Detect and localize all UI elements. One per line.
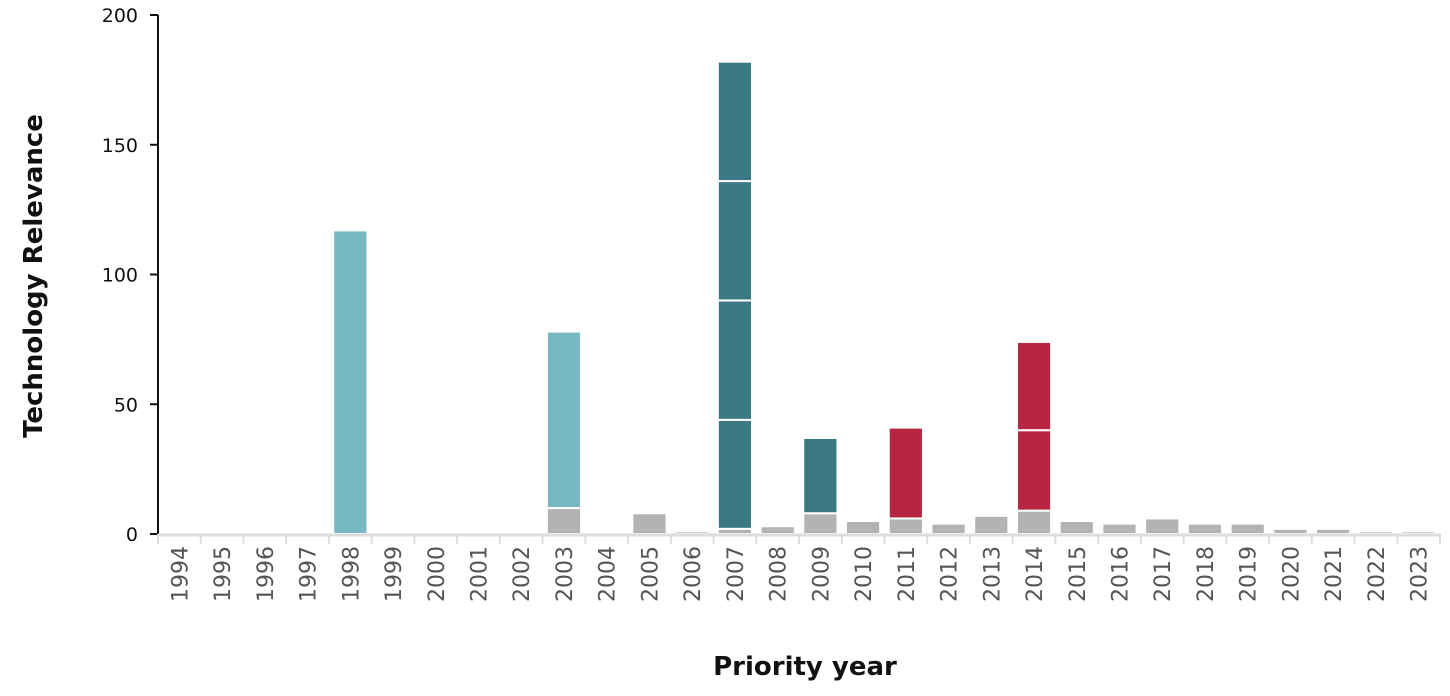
- bar-2019-segment-0: [1229, 522, 1266, 535]
- x-tick-label-1999: 1999: [382, 546, 407, 602]
- x-tick-label-2011: 2011: [895, 546, 920, 602]
- bar-2003-segment-1: [545, 330, 583, 510]
- bar-1998-segment-0: [332, 229, 369, 535]
- bar-2007-segment-4: [716, 60, 753, 183]
- x-tick-label-2007: 2007: [724, 546, 749, 602]
- bar-2013-segment-0: [973, 514, 1010, 536]
- x-tick-label-2010: 2010: [852, 546, 877, 602]
- bar-2011-segment-1: [887, 426, 924, 520]
- y-tick-label: 50: [114, 394, 138, 416]
- bar-2017-segment-0: [1144, 517, 1181, 535]
- x-tick-label-2004: 2004: [596, 546, 621, 602]
- x-tick-label-2017: 2017: [1151, 546, 1176, 602]
- y-tick-label: 100: [102, 265, 138, 287]
- bar-2005-segment-0: [631, 512, 668, 535]
- x-tick-label-2016: 2016: [1109, 546, 1134, 602]
- x-axis-title: Priority year: [713, 652, 897, 682]
- x-tick-label-2015: 2015: [1066, 546, 1091, 602]
- y-tick-label: 0: [126, 524, 138, 546]
- bar-2018-segment-0: [1186, 522, 1224, 535]
- x-tick-label-1994: 1994: [168, 546, 193, 602]
- bar-2014-segment-0: [1015, 509, 1053, 536]
- x-tick-label-2005: 2005: [638, 546, 663, 602]
- y-tick-label: 200: [102, 5, 138, 27]
- bar-2007-segment-1: [716, 418, 753, 530]
- x-tick-label-1995: 1995: [211, 546, 236, 602]
- bar-2007-segment-2: [716, 299, 753, 421]
- bar-2003-segment-0: [545, 507, 583, 535]
- x-tick-label-2022: 2022: [1365, 546, 1390, 602]
- x-tick-label-2018: 2018: [1194, 546, 1219, 602]
- bar-2009-segment-0: [802, 512, 839, 535]
- x-tick-label-2012: 2012: [938, 546, 963, 602]
- x-tick-label-1998: 1998: [339, 546, 364, 602]
- bar-2008-segment-0: [759, 525, 796, 535]
- bar-2009-segment-1: [802, 436, 839, 515]
- x-tick-label-2021: 2021: [1322, 546, 1347, 602]
- x-tick-label-2019: 2019: [1237, 546, 1262, 602]
- bar-2014-segment-2: [1015, 340, 1053, 432]
- x-axis: 1994 1995 1996 1997 1998 1999 2000 2001 2002 2003…: [157, 533, 1441, 602]
- y-axis: 0 50 100 150 200: [102, 5, 159, 546]
- x-tick-label-1997: 1997: [297, 546, 322, 602]
- x-tick-label-2003: 2003: [553, 546, 578, 602]
- x-tick-label-2020: 2020: [1279, 546, 1304, 602]
- bars-layer: [332, 60, 1437, 536]
- y-tick-label: 150: [102, 135, 138, 157]
- x-tick-label-2014: 2014: [1023, 546, 1048, 602]
- bar-2012-segment-0: [930, 522, 967, 535]
- x-tick-label-2023: 2023: [1408, 546, 1433, 602]
- x-tick-label-2000: 2000: [425, 546, 450, 602]
- bar-2007-segment-3: [716, 180, 753, 302]
- bar-2011-segment-0: [887, 517, 924, 535]
- bar-2015-segment-0: [1058, 520, 1095, 536]
- bar-2010-segment-0: [845, 520, 882, 536]
- bar-2020-segment-0: [1272, 527, 1309, 535]
- x-tick-label-2009: 2009: [809, 546, 834, 602]
- x-tick-label-2006: 2006: [681, 546, 706, 602]
- x-tick-label-2008: 2008: [767, 546, 792, 602]
- bar-2016-segment-0: [1101, 522, 1138, 535]
- x-tick-label-2002: 2002: [510, 546, 535, 602]
- bar-2014-segment-1: [1015, 429, 1053, 512]
- x-tick-label-2013: 2013: [980, 546, 1005, 602]
- x-tick-label-2001: 2001: [468, 546, 493, 602]
- bar-2021-segment-0: [1315, 527, 1352, 535]
- x-tick-label-1996: 1996: [254, 546, 279, 602]
- y-axis-title: Technology Relevance: [19, 114, 49, 438]
